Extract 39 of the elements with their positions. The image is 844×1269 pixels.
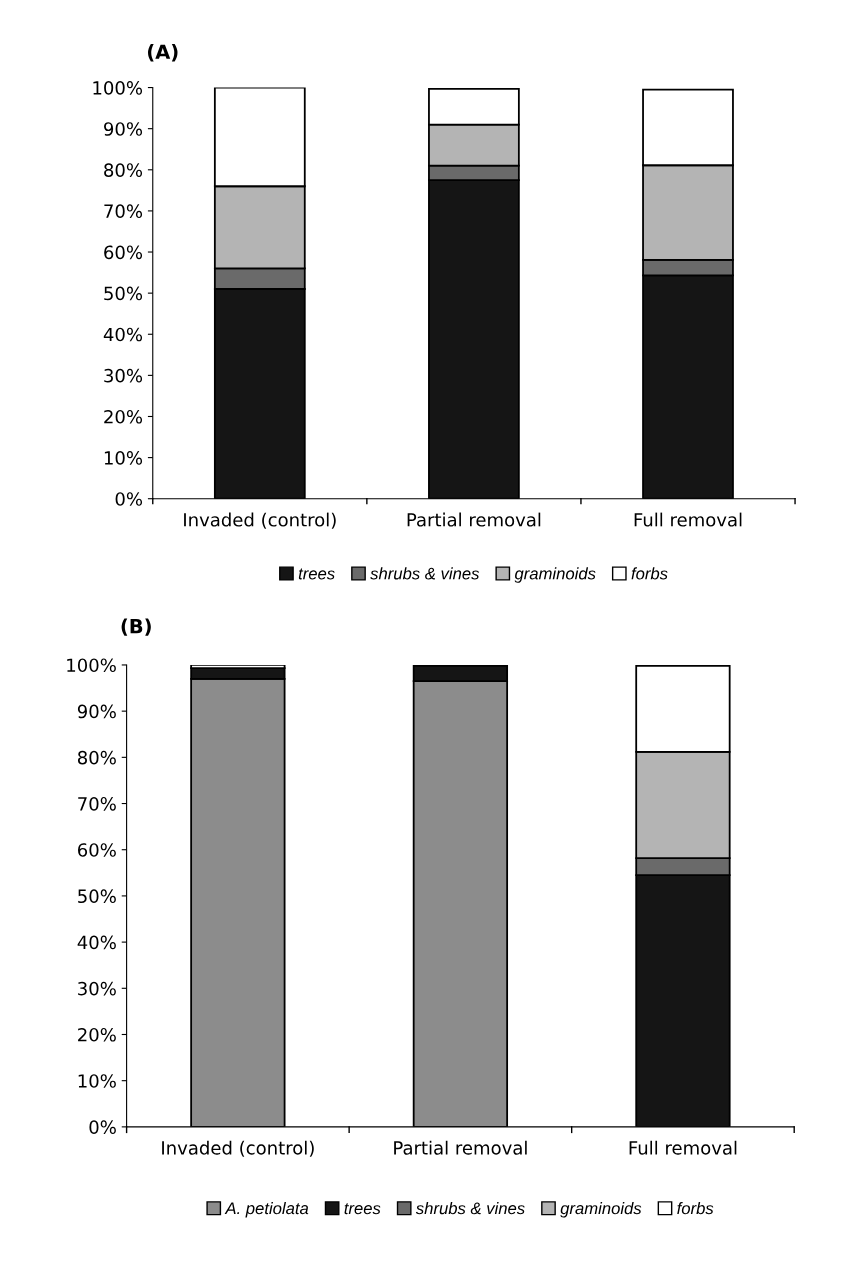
- x-tick-label: Full removal: [629, 1140, 737, 1155]
- legend-label: trees: [298, 568, 335, 580]
- legend-label: graminoids: [560, 1202, 642, 1218]
- y-tick-label: 100%: [93, 81, 143, 95]
- x-tick-label: Partial removal: [407, 512, 541, 527]
- y-tick-label: 10%: [78, 1074, 116, 1088]
- y-tick-label: 70%: [78, 796, 116, 811]
- y-tick-label: 20%: [104, 409, 143, 424]
- chart-title: (B): [121, 618, 151, 636]
- y-tick-label: 100%: [67, 658, 116, 673]
- legend-label: trees: [344, 1203, 381, 1215]
- y-tick-label: 0%: [115, 492, 143, 506]
- x-tick-label: Invaded (control): [162, 1140, 314, 1157]
- y-tick-label: 60%: [104, 245, 143, 260]
- y-tick-label: 80%: [77, 750, 116, 765]
- y-tick-label: 70%: [104, 204, 143, 219]
- y-tick-label: 90%: [104, 122, 143, 136]
- y-tick-label: 40%: [77, 935, 116, 950]
- y-tick-label: 80%: [104, 163, 143, 177]
- legend-label: forbs: [631, 567, 668, 580]
- y-tick-label: 10%: [104, 451, 143, 465]
- legend-label: forbs: [677, 1202, 714, 1215]
- x-tick-label: Invaded (control): [184, 512, 336, 529]
- x-tick-label: Partial removal: [394, 1140, 527, 1155]
- legend-label: graminoids: [514, 567, 596, 583]
- y-tick-label: 40%: [103, 327, 143, 342]
- y-tick-label: 20%: [78, 1027, 116, 1042]
- y-tick-label: 30%: [78, 981, 116, 996]
- y-tick-label: 50%: [78, 889, 116, 904]
- legend-label: shrubs & vines: [415, 1202, 525, 1215]
- chart-title: (A): [148, 44, 178, 62]
- y-tick-label: 60%: [78, 843, 116, 857]
- legend-label: shrubs & vines: [370, 567, 480, 580]
- y-tick-label: 90%: [77, 704, 116, 719]
- y-tick-label: 30%: [104, 368, 143, 383]
- x-tick-label: Full removal: [634, 512, 742, 527]
- legend-label: A. petiolata: [224, 1202, 309, 1218]
- y-tick-label: 0%: [89, 1120, 116, 1134]
- y-tick-label: 50%: [104, 286, 143, 301]
